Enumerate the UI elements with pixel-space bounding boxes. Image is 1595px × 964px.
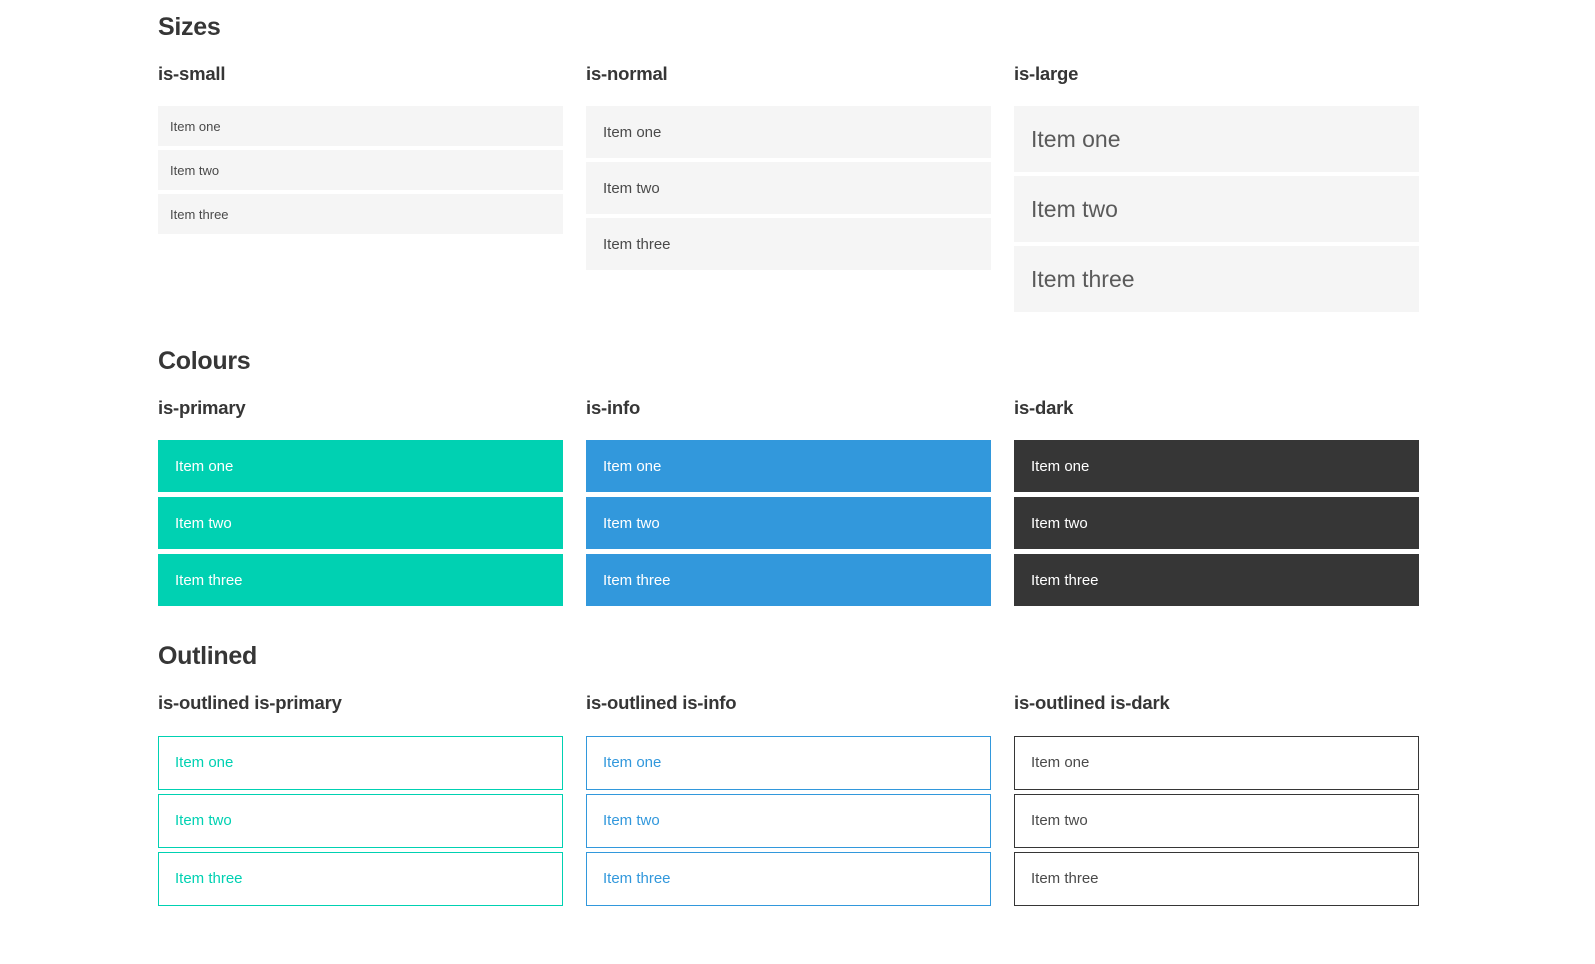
list-item[interactable]: Item three <box>158 851 563 906</box>
list-item[interactable]: Item two <box>1014 176 1419 243</box>
variant-label: is-small <box>158 63 226 84</box>
list-item[interactable]: Item one <box>1014 735 1419 790</box>
item-list: Item one Item two Item three <box>158 440 563 607</box>
section-title: Colours <box>158 347 251 376</box>
list-item[interactable]: Item two <box>158 150 563 191</box>
list-item[interactable]: Item three <box>586 851 991 906</box>
section-columns-row: is-primary Item one Item two Item three … <box>158 397 1595 611</box>
variant-column-outlined-primary: is-outlined is-primary Item one Item two… <box>158 692 563 909</box>
item-list: Item one Item two Item three <box>586 440 991 607</box>
variant-label: is-outlined is-info <box>586 692 737 714</box>
item-list: Item one Item two Item three <box>1014 735 1419 906</box>
variant-column-outlined-dark: is-outlined is-dark Item one Item two It… <box>1014 692 1419 909</box>
section-title: Outlined <box>158 642 257 671</box>
list-item[interactable]: Item one <box>586 440 991 493</box>
section-title: Sizes <box>158 13 221 41</box>
list-item[interactable]: Item three <box>158 554 563 607</box>
variant-label: is-large <box>1014 63 1079 84</box>
list-item[interactable]: Item three <box>1014 851 1419 906</box>
variant-label: is-info <box>586 397 641 419</box>
variant-column-small: is-small Item one Item two Item three <box>158 63 563 316</box>
section-sizes: Sizes is-small Item one Item two Item th… <box>158 12 1595 316</box>
list-item[interactable]: Item one <box>1014 440 1419 493</box>
section-outlined: Outlined is-outlined is-primary Item one… <box>158 641 1595 909</box>
variant-column-large: is-large Item one Item two Item three <box>1014 63 1419 316</box>
list-item[interactable]: Item three <box>586 218 991 271</box>
list-item[interactable]: Item three <box>586 554 991 607</box>
list-item[interactable]: Item three <box>1014 554 1419 607</box>
item-list: Item one Item two Item three <box>586 735 991 906</box>
variant-label: is-outlined is-primary <box>158 692 342 714</box>
section-colours: Colours is-primary Item one Item two Ite… <box>158 346 1595 611</box>
list-item[interactable]: Item three <box>1014 246 1419 313</box>
item-list: Item one Item two Item three <box>158 106 563 235</box>
variant-label: is-primary <box>158 397 246 419</box>
section-columns-row: is-outlined is-primary Item one Item two… <box>158 692 1595 909</box>
list-item[interactable]: Item two <box>158 793 563 848</box>
item-list: Item one Item two Item three <box>1014 440 1419 607</box>
item-list: Item one Item two Item three <box>1014 106 1419 313</box>
list-item[interactable]: Item two <box>586 793 991 848</box>
list-item[interactable]: Item one <box>586 106 991 159</box>
item-list: Item one Item two Item three <box>586 106 991 271</box>
list-item[interactable]: Item two <box>1014 497 1419 550</box>
item-list: Item one Item two Item three <box>158 735 563 906</box>
variant-column-outlined-info: is-outlined is-info Item one Item two It… <box>586 692 991 909</box>
list-item[interactable]: Item one <box>586 735 991 790</box>
list-item[interactable]: Item two <box>1014 793 1419 848</box>
variant-column-dark: is-dark Item one Item two Item three <box>1014 397 1419 611</box>
section-columns-row: is-small Item one Item two Item three is… <box>158 63 1595 316</box>
list-item[interactable]: Item one <box>158 440 563 493</box>
list-item[interactable]: Item two <box>158 497 563 550</box>
style-guide-page: Sizes is-small Item one Item two Item th… <box>158 12 1595 910</box>
variant-label: is-dark <box>1014 397 1074 419</box>
variant-column-primary: is-primary Item one Item two Item three <box>158 397 563 611</box>
list-item[interactable]: Item one <box>158 106 563 147</box>
list-item[interactable]: Item one <box>158 735 563 790</box>
variant-label: is-outlined is-dark <box>1014 692 1170 714</box>
variant-label: is-normal <box>586 63 668 84</box>
list-item[interactable]: Item one <box>1014 106 1419 173</box>
variant-column-info: is-info Item one Item two Item three <box>586 397 991 611</box>
variant-column-normal: is-normal Item one Item two Item three <box>586 63 991 316</box>
list-item[interactable]: Item three <box>158 194 563 235</box>
list-item[interactable]: Item two <box>586 162 991 215</box>
list-item[interactable]: Item two <box>586 497 991 550</box>
